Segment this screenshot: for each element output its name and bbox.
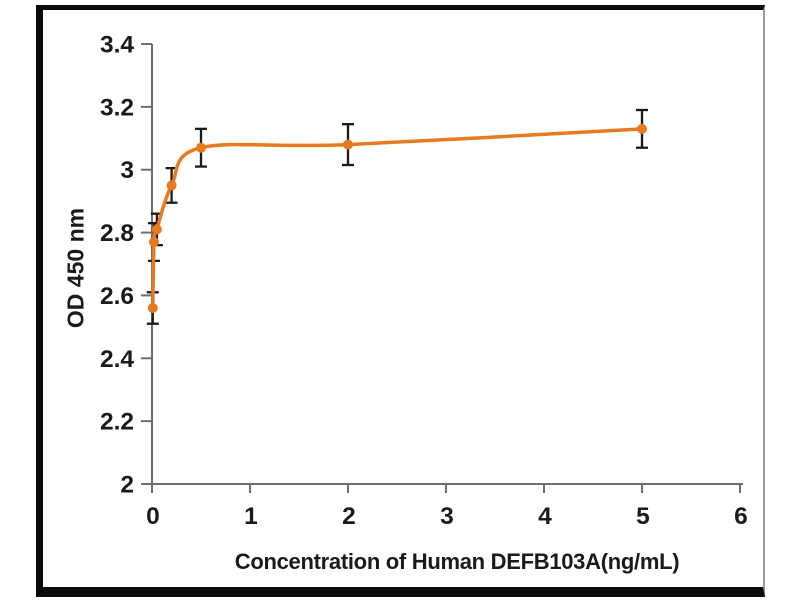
data-point-marker xyxy=(196,142,206,153)
y-tick-label: 2.2 xyxy=(100,409,134,436)
image-frame xyxy=(36,5,765,597)
x-axis-ticks: 0 1 2 3 4 5 6 xyxy=(146,484,748,530)
data-points xyxy=(147,123,647,313)
x-tick-label: 5 xyxy=(636,503,650,530)
y-tick-label: 2 xyxy=(120,472,134,499)
data-point-marker xyxy=(148,237,159,247)
y-axis-ticks: 2 2.2 2.4 2.6 2.8 3 3.2 3.4 xyxy=(100,32,152,499)
x-axis-title: Concentration of Human DEFB103A(ng/mL) xyxy=(234,549,680,574)
x-tick-label: 1 xyxy=(244,503,258,530)
x-tick-label: 6 xyxy=(734,503,748,530)
y-axis-title: OD 450 nm xyxy=(62,207,89,329)
data-point-marker xyxy=(637,123,647,134)
x-tick-label: 2 xyxy=(342,503,356,530)
y-tick-label: 3.4 xyxy=(100,32,134,59)
y-tick-label: 2.4 xyxy=(100,346,134,373)
x-tick-label: 4 xyxy=(538,503,552,530)
y-tick-label: 3 xyxy=(120,157,134,184)
y-tick-label: 3.2 xyxy=(100,94,134,121)
series-line xyxy=(151,127,644,310)
x-tick-label: 0 xyxy=(146,503,160,530)
data-point-marker xyxy=(151,224,162,235)
data-point-marker xyxy=(343,139,353,150)
axes xyxy=(151,44,743,493)
y-tick-label: 2.6 xyxy=(100,283,134,310)
y-tick-label: 2.8 xyxy=(100,220,134,247)
data-point-marker xyxy=(166,180,177,191)
x-tick-label: 3 xyxy=(440,503,454,530)
data-point-marker xyxy=(147,303,158,313)
